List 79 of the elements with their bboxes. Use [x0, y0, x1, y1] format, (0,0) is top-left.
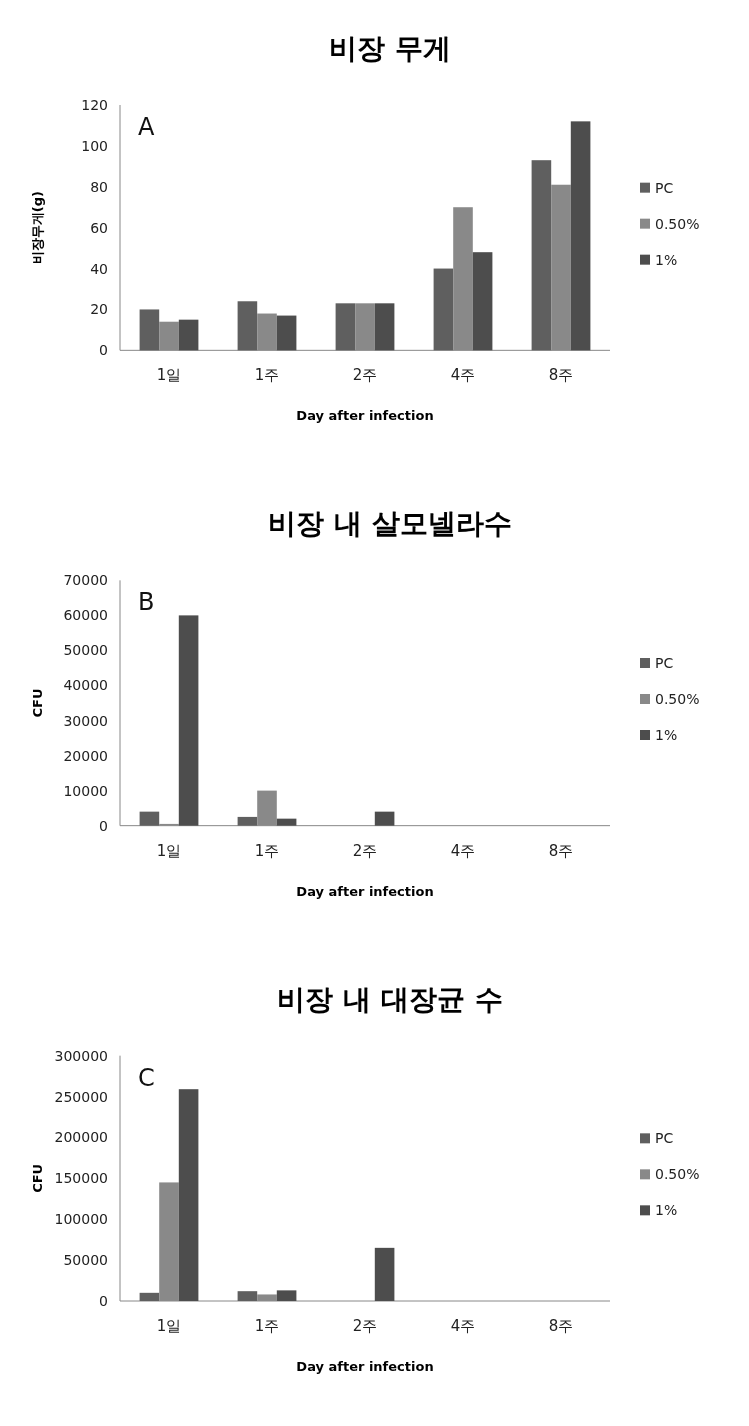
bar [374, 303, 395, 351]
x-tick-label: 8주 [548, 1317, 574, 1335]
legend-label: 1% [655, 251, 678, 268]
y-tick-label: 150000 [54, 1170, 108, 1187]
bar [178, 319, 199, 351]
legend-label: 0.50% [655, 691, 700, 707]
x-tick-label: 8주 [548, 841, 574, 860]
x-tick-label: 2주 [352, 366, 378, 385]
x-tick-label: 1주 [254, 366, 280, 385]
bar [433, 268, 454, 351]
legend-label: 0.50% [655, 1166, 700, 1183]
x-tick-label: 4주 [450, 1317, 476, 1335]
bar [139, 1292, 160, 1301]
x-tick-label: 1일 [156, 1317, 182, 1335]
bar [374, 811, 395, 826]
x-tick-label: 4주 [450, 366, 476, 385]
y-tick-label: 200000 [54, 1129, 108, 1146]
chart-title: 비장 무게 [329, 32, 451, 65]
y-tick-label: 60 [90, 219, 108, 236]
y-axis-title: CFU [30, 1163, 45, 1193]
x-tick-label: 1주 [254, 1317, 280, 1335]
y-tick-label: 40 [90, 260, 108, 277]
bar [237, 1291, 258, 1301]
legend-label: PC [655, 655, 674, 671]
bar [237, 301, 258, 351]
bar [237, 816, 258, 826]
x-tick-label: 2주 [352, 1317, 378, 1335]
bar [276, 1290, 297, 1301]
x-tick-label: 1일 [156, 841, 182, 860]
bar [139, 309, 160, 351]
x-axis-title: Day after infection [296, 883, 434, 899]
bar [570, 121, 591, 351]
annotation: C [138, 1063, 155, 1092]
y-tick-label: 100 [81, 137, 108, 154]
bar [276, 818, 297, 826]
y-tick-label: 70000 [63, 572, 108, 589]
x-tick-label: 1주 [254, 841, 280, 860]
y-tick-label: 40000 [63, 677, 108, 694]
legend-label: 1% [655, 727, 678, 743]
chart-title: 비장 내 살모넬라수 [268, 507, 512, 541]
x-tick-label: 1일 [156, 366, 182, 385]
bar [139, 811, 160, 826]
x-axis-title: Day after infection [296, 1359, 434, 1374]
y-tick-label: 10000 [63, 782, 108, 799]
y-tick-label: 80 [90, 178, 108, 195]
y-tick-label: 50000 [63, 642, 108, 659]
x-tick-label: 4주 [450, 841, 476, 860]
y-tick-label: 50000 [63, 1252, 108, 1269]
bar [472, 252, 493, 351]
x-tick-label: 2주 [352, 841, 378, 860]
y-tick-label: 0 [99, 342, 108, 359]
bar [257, 790, 277, 826]
bar [531, 160, 552, 351]
y-axis-title: CFU [30, 688, 45, 718]
bar [335, 303, 356, 351]
legend-label: 1% [655, 1202, 678, 1219]
legend-label: PC [655, 1130, 674, 1147]
y-tick-label: 60000 [63, 607, 108, 624]
annotation: A [138, 113, 155, 141]
legend-label: 0.50% [655, 215, 700, 232]
y-tick-label: 0 [99, 817, 108, 834]
y-tick-label: 20000 [63, 747, 108, 764]
bar [374, 1247, 395, 1301]
bar [178, 615, 199, 826]
x-tick-label: 8주 [548, 366, 574, 385]
x-axis-title: Day after infection [296, 408, 434, 424]
annotation: B [138, 588, 155, 617]
y-axis-title: 비장무게(g) [30, 191, 45, 265]
y-tick-label: 120 [81, 97, 108, 113]
legend-label: PC [655, 179, 674, 196]
bar [276, 315, 297, 351]
y-tick-label: 300000 [54, 1047, 108, 1064]
y-tick-label: 0 [99, 1293, 108, 1309]
y-tick-label: 30000 [63, 712, 108, 729]
chart-title: 비장 내 대장균 수 [277, 982, 503, 1016]
y-tick-label: 100000 [54, 1211, 108, 1228]
y-tick-label: 20 [90, 301, 108, 318]
bar [178, 1089, 199, 1301]
y-tick-label: 250000 [54, 1088, 108, 1105]
